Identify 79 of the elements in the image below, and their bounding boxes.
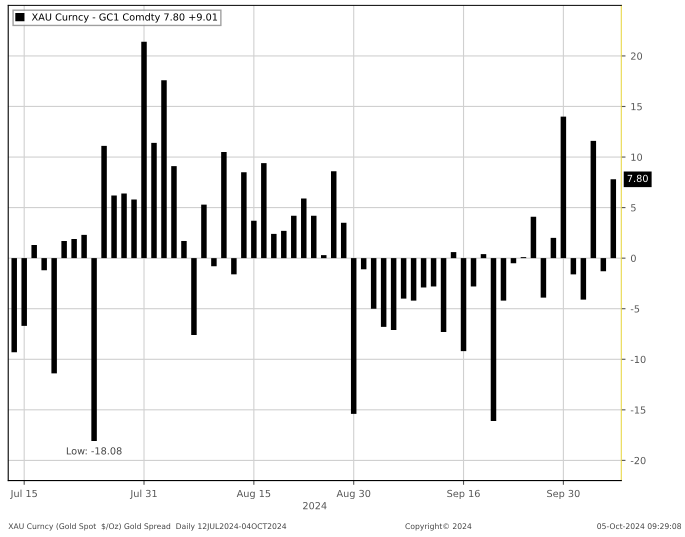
bar [480,254,486,258]
bar [101,146,107,258]
bar [41,258,47,270]
y-tick-label: -15 [630,406,646,414]
bar [51,258,57,374]
bar [580,258,586,300]
bar [261,163,267,258]
bar [221,152,227,258]
bar [560,116,566,258]
bar [360,258,366,270]
bar [111,195,117,258]
bar [610,179,616,258]
bar [420,258,426,288]
bar [400,258,406,299]
y-tick-label: 0 [630,254,636,262]
text: 7.80 [628,174,648,182]
x-tick-label: Sep 16 [447,490,480,500]
bar [380,258,386,327]
bar [141,42,147,258]
x-tick-label: Aug 15 [236,490,270,500]
bar [540,258,546,298]
bar [330,171,336,258]
bar [201,204,207,258]
bar [410,258,416,301]
bar [600,258,606,272]
y-tick-label: 20 [631,52,642,60]
y-tick-label: 5 [631,204,636,212]
bar [450,252,456,258]
x-tick-label: Sep 30 [547,490,580,500]
bar [340,222,346,258]
bar [590,140,596,258]
bar [181,240,187,258]
bar [241,172,247,258]
y-tick-label: -5 [630,305,640,313]
bar [470,258,476,286]
x-axis-title: 2024 [303,502,327,510]
bar [311,216,317,258]
bar [91,258,97,441]
bar [321,255,326,258]
bar [71,238,77,258]
bar [171,166,177,258]
bar [231,258,237,274]
y-tick-label: 10 [631,154,642,161]
bar [281,230,287,258]
x-tick-label: Jul 15 [10,490,37,499]
bar [121,193,127,258]
bar [440,258,446,332]
bar [151,142,157,258]
bar [21,258,27,326]
x-tick-label: Aug 30 [336,490,370,500]
bar [191,258,197,336]
bar [530,216,536,258]
bar [131,200,137,258]
bar [510,258,516,264]
bar [81,234,87,258]
bar [301,198,307,258]
y-tick-label: -10 [630,356,646,364]
bar [61,240,67,258]
y-tick-label: -20 [630,456,646,464]
bar [490,258,496,421]
bar [350,258,356,414]
bar [291,216,297,258]
x-tick-label: Jul 31 [130,490,157,499]
bar [460,258,466,352]
bar [161,80,167,258]
bar [570,258,576,274]
data-label: Low: -18.08 [66,447,122,455]
bar [390,258,396,330]
bar [271,234,277,258]
bar [251,220,257,258]
bar [370,258,376,309]
bar [550,238,556,258]
bar [11,258,17,352]
bar [430,258,436,286]
bar [500,258,506,301]
legend-label: XAU Curncy - GC1 Comdty 7.80 +9.01 [32,13,218,23]
bar [211,258,217,266]
y-tick-label: 15 [631,103,642,110]
bar [31,245,37,258]
